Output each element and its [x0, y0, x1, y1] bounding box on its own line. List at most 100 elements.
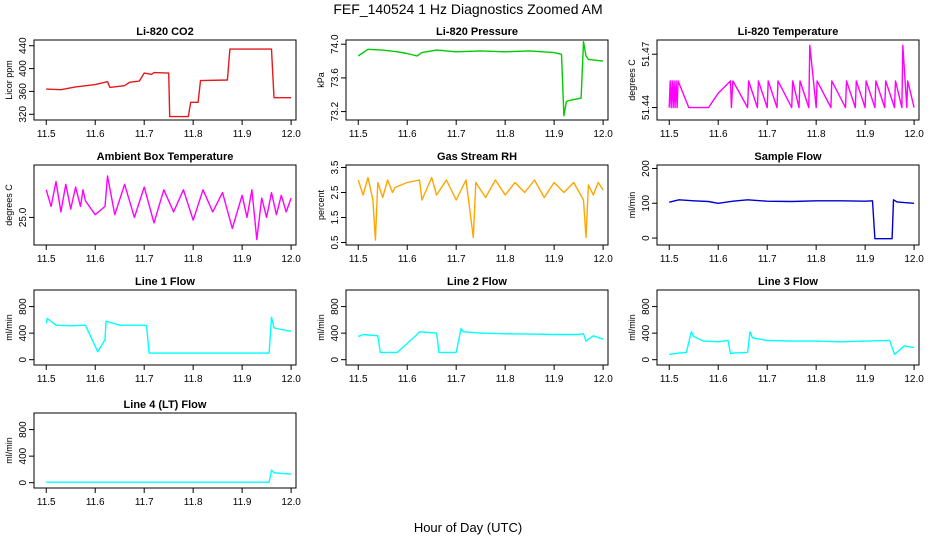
y-tick-label: 200 [641, 160, 652, 177]
y-axis-label: degrees C [4, 184, 14, 226]
x-tick-label: 11.7 [758, 374, 777, 385]
y-axis-label: ml/min [627, 314, 637, 341]
x-tick-label: 11.5 [37, 129, 56, 140]
x-tick-label: 11.6 [86, 497, 105, 508]
y-tick-label: 320 [18, 106, 29, 123]
panel-title: Line 4 (LT) Flow [124, 399, 207, 411]
x-tick-label: 12.0 [593, 374, 613, 385]
plot-frame [345, 164, 609, 246]
data-series-line [46, 48, 292, 118]
plot-frame [656, 164, 920, 246]
plot-frame [345, 39, 609, 121]
y-tick-label: 0 [641, 235, 652, 241]
y-tick-label: 0 [641, 356, 652, 362]
y-tick-label: 51.47 [641, 41, 652, 66]
y-tick-label: 400 [18, 447, 29, 464]
x-tick-label: 11.8 [496, 374, 515, 385]
x-tick-label: 12.0 [281, 497, 301, 508]
x-tick-label: 11.9 [856, 129, 875, 140]
y-axis-label: kPa [316, 72, 326, 88]
y-tick-label: 73.6 [330, 68, 341, 88]
y-axis-label: ml/min [316, 314, 326, 341]
y-tick-label: 800 [18, 298, 29, 315]
data-series-line [357, 176, 604, 241]
y-tick-label: 74.0 [330, 34, 341, 54]
x-tick-label: 11.6 [398, 129, 417, 140]
x-tick-label: 11.9 [856, 254, 875, 265]
chart-panel-8: Line 2 Flow 11.5 11.6 11.7 11.8 11.9 12.0 0 400 8… [316, 276, 613, 385]
plot-frame [33, 39, 297, 121]
x-tick-label: 11.9 [233, 374, 252, 385]
panels: Li-820 CO2 11.5 11.6 11.7 11.8 11.9 12.0 320 360… [4, 26, 924, 508]
x-tick-label: 11.6 [709, 129, 728, 140]
data-series-line [668, 44, 915, 109]
y-tick-label: 25.0 [18, 207, 29, 227]
y-axis-label: percent [316, 189, 326, 220]
x-tick-label: 11.9 [856, 374, 875, 385]
y-axis-label: degrees C [627, 59, 637, 101]
x-tick-label: 11.5 [349, 254, 368, 265]
chart-panel-2: Li-820 Pressure 11.5 11.6 11.7 11.8 11.9 12.0 7… [316, 26, 613, 140]
x-tick-label: 11.7 [758, 129, 777, 140]
plot-frame [33, 289, 297, 366]
x-tick-label: 12.0 [904, 374, 924, 385]
y-tick-label: 800 [641, 298, 652, 315]
x-tick-label: 11.9 [233, 254, 252, 265]
y-axis-label: Licor ppm [4, 60, 14, 100]
panel-title: Li-820 Temperature [738, 26, 839, 38]
plot-frame [33, 412, 297, 489]
data-series-line [669, 199, 915, 240]
x-tick-label: 11.8 [496, 254, 515, 265]
x-tick-label: 11.9 [545, 374, 564, 385]
y-tick-label: 440 [18, 37, 29, 54]
data-series-line [357, 327, 604, 354]
x-tick-label: 12.0 [281, 129, 301, 140]
y-axis-label: ml/min [4, 314, 14, 341]
y-tick-label: 0 [18, 356, 29, 362]
x-tick-label: 11.8 [807, 254, 826, 265]
panel-title: Line 2 Flow [447, 276, 507, 288]
x-tick-label: 11.7 [135, 374, 154, 385]
x-tick-label: 11.5 [660, 254, 679, 265]
x-tick-label: 11.6 [86, 374, 105, 385]
x-tick-label: 11.6 [398, 374, 417, 385]
y-tick-label: 73.2 [330, 101, 341, 121]
x-tick-label: 11.5 [349, 374, 368, 385]
figure-title: FEF_140524 1 Hz Diagnostics Zoomed AM [333, 1, 602, 17]
panel-title: Gas Stream RH [437, 151, 517, 163]
y-tick-label: 360 [18, 83, 29, 100]
y-tick-label: 800 [18, 421, 29, 438]
x-tick-label: 11.7 [135, 129, 154, 140]
y-axis-label: ml/min [627, 192, 637, 219]
y-axis-label: ml/min [4, 437, 14, 464]
y-tick-label: 0 [18, 479, 29, 485]
x-tick-label: 12.0 [281, 254, 301, 265]
data-series-line [45, 175, 292, 241]
x-tick-label: 12.0 [904, 254, 924, 265]
x-tick-label: 11.8 [184, 374, 203, 385]
x-tick-label: 12.0 [593, 129, 613, 140]
y-tick-label: 3.5 [330, 160, 341, 174]
data-series-line [357, 41, 604, 117]
x-tick-label: 11.6 [709, 374, 728, 385]
plot-frame [33, 164, 297, 246]
x-tick-label: 11.9 [233, 129, 252, 140]
y-tick-label: 400 [641, 324, 652, 341]
y-tick-label: 400 [330, 324, 341, 341]
x-tick-label: 11.7 [135, 497, 154, 508]
x-tick-label: 11.8 [184, 497, 203, 508]
x-tick-label: 12.0 [281, 374, 301, 385]
chart-panel-10: Line 4 (LT) Flow 11.5 11.6 11.7 11.8 11.9 12.0… [4, 399, 301, 508]
y-tick-label: 100 [641, 194, 652, 211]
x-tick-label: 11.5 [37, 374, 56, 385]
x-tick-label: 11.5 [37, 497, 56, 508]
x-tick-label: 11.7 [758, 254, 777, 265]
x-tick-label: 11.8 [496, 129, 515, 140]
x-tick-label: 11.7 [447, 374, 466, 385]
y-tick-label: 0.5 [330, 235, 341, 249]
x-tick-label: 11.5 [37, 254, 56, 265]
x-tick-label: 11.6 [86, 129, 105, 140]
panel-title: Sample Flow [754, 151, 822, 163]
x-tick-label: 11.9 [545, 129, 564, 140]
